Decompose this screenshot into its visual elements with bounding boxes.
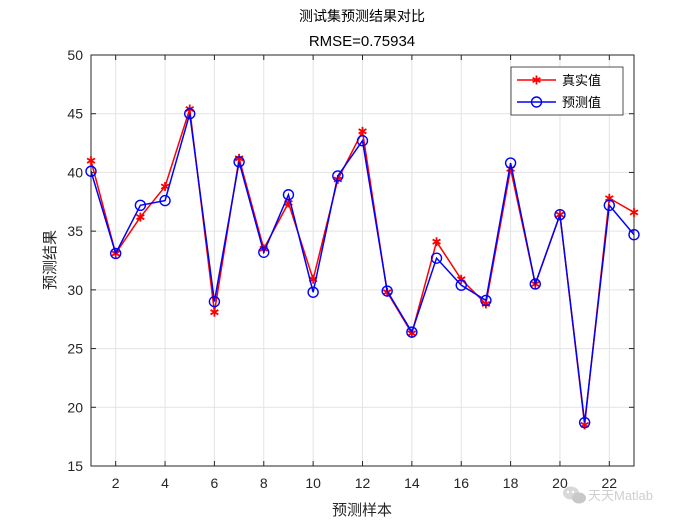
data-point [578, 416, 591, 429]
asterisk-stroke [532, 76, 541, 84]
legend-box [510, 66, 624, 116]
asterisk-stroke [604, 195, 614, 202]
x-tick-label: 6 [211, 475, 219, 491]
data-point [159, 194, 171, 207]
asterisk-stroke [86, 157, 96, 164]
y-tick-label: 40 [67, 164, 83, 180]
data-point [455, 279, 467, 291]
legend-marker [532, 75, 541, 85]
y-tick-label: 30 [67, 282, 83, 298]
data-point [406, 326, 418, 338]
data-point [529, 278, 541, 290]
y-axis-label: 预测结果 [41, 230, 59, 290]
legend-marker [530, 96, 543, 108]
watermark: 天天Matlab [563, 486, 653, 504]
data-point [136, 212, 145, 222]
data-point [480, 294, 492, 307]
data-point [208, 295, 221, 308]
grid-lines [91, 54, 634, 467]
chart-title: 测试集预测结果对比 [299, 8, 425, 25]
data-point [432, 237, 441, 247]
data-point [504, 157, 517, 169]
data-point [332, 170, 344, 182]
series-line [90, 113, 635, 423]
x-tick-label: 14 [404, 475, 420, 491]
data-point [86, 156, 96, 166]
x-axis-ticks: 2 4 6 8 10 12 14 16 18 20 22 [112, 55, 618, 491]
x-tick-label: 20 [552, 475, 568, 491]
data-point [282, 189, 295, 201]
data-point [381, 285, 393, 297]
asterisk-stroke [432, 238, 441, 245]
asterisk-stroke [136, 214, 145, 221]
data-point [184, 108, 196, 120]
data-point [629, 207, 639, 217]
asterisk-stroke [284, 199, 293, 206]
watermark-text: 天天Matlab [588, 488, 653, 503]
data-point [307, 286, 319, 298]
asterisk-stroke [629, 209, 639, 216]
legend-entry: 预测值 [517, 95, 601, 111]
data-point [628, 228, 640, 241]
legend-entry: 真实值 [517, 73, 601, 89]
y-tick-label: 35 [67, 223, 83, 239]
x-tick-label: 2 [112, 475, 120, 491]
y-tick-label: 25 [67, 341, 83, 357]
y-tick-label: 20 [67, 399, 83, 415]
series-2 [85, 108, 640, 429]
x-tick-label: 22 [602, 475, 618, 491]
data-point [134, 199, 147, 212]
asterisk-stroke [160, 183, 170, 190]
y-tick-label: 50 [67, 47, 83, 63]
data-point [603, 199, 616, 212]
x-tick-label: 16 [453, 475, 469, 491]
legend-label: 真实值 [562, 73, 601, 89]
legend-label: 预测值 [562, 95, 601, 111]
asterisk-stroke [358, 128, 367, 135]
data-point [258, 246, 270, 258]
x-tick-label: 18 [503, 475, 519, 491]
data-point [356, 135, 369, 147]
series-layer [85, 104, 640, 430]
data-point [358, 126, 367, 136]
data-point [109, 247, 122, 260]
data-point [85, 165, 97, 177]
data-point [604, 193, 614, 203]
x-axis-label: 预测样本 [332, 501, 392, 519]
data-point [430, 252, 443, 264]
x-tick-label: 12 [355, 475, 371, 491]
data-point [160, 182, 170, 192]
data-point [233, 156, 245, 168]
data-point [210, 307, 219, 317]
wechat-icon [563, 486, 586, 504]
y-tick-label: 15 [67, 458, 83, 474]
asterisk-stroke [210, 309, 219, 316]
data-point [554, 209, 566, 221]
x-tick-label: 8 [260, 475, 268, 491]
x-tick-label: 10 [305, 475, 321, 491]
x-tick-label: 4 [161, 475, 169, 491]
chart-subtitle: RMSE=0.75934 [309, 33, 415, 50]
y-tick-label: 45 [67, 106, 83, 122]
